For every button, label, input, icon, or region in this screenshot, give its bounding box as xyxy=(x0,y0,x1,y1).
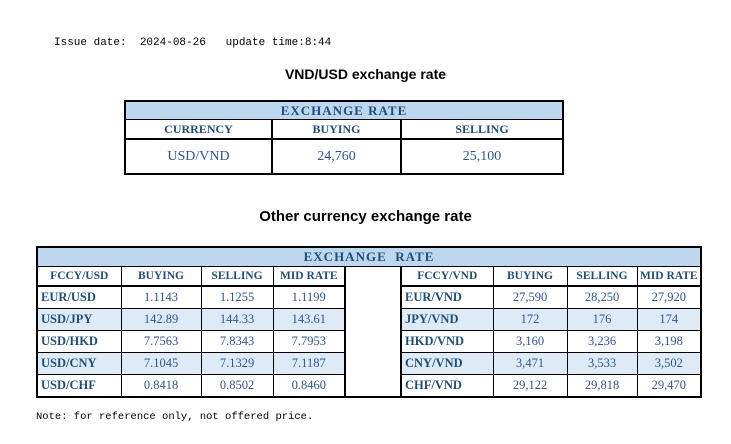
table-row: USD/VND 24,760 25,100 xyxy=(124,138,564,175)
buying-cell: 0.8418 xyxy=(120,374,202,398)
column-buying-right: BUYING xyxy=(492,266,568,287)
midrate-cell: 3,198 xyxy=(636,330,702,353)
pair-cell: USD/CHF xyxy=(36,374,122,398)
other-exchange-table: EXCHANGE RATE FCCY/USD BUYING SELLING MI… xyxy=(36,246,703,398)
separator-column xyxy=(344,266,402,397)
midrate-cell: 174 xyxy=(636,308,702,331)
table-row: USD/HKD 7.7563 7.8343 7.7953 HKD/VND 3,1… xyxy=(36,330,702,353)
table-row: EUR/USD 1.1143 1.1255 1.1199 EUR/VND 27,… xyxy=(36,285,702,309)
other-table-header: EXCHANGE RATE xyxy=(37,247,702,267)
buying-cell: 7.7563 xyxy=(120,330,202,353)
midrate-cell: 1.1199 xyxy=(272,285,346,309)
other-table-column-row: FCCY/USD BUYING SELLING MID RATE FCCY/VN… xyxy=(36,266,702,397)
buying-cell: 27,590 xyxy=(492,285,568,309)
usd-table-title: VND/USD exchange rate xyxy=(284,66,447,82)
column-midrate-right: MID RATE xyxy=(636,266,702,287)
selling-cell: 28,250 xyxy=(566,285,638,309)
midrate-cell: 7.1187 xyxy=(272,352,346,375)
buying-cell: 142.89 xyxy=(120,308,202,331)
midrate-cell: 27,920 xyxy=(636,285,702,309)
usd-table-column-row: CURRENCY BUYING SELLING xyxy=(124,119,564,140)
buying-cell: 3,471 xyxy=(492,352,568,375)
buying-cell: 24,760 xyxy=(271,138,402,175)
column-fccy-usd: FCCY/USD xyxy=(36,266,122,287)
column-fccy-vnd: FCCY/VND xyxy=(400,266,494,287)
pair-cell: EUR/VND xyxy=(400,285,494,309)
buying-cell: 1.1143 xyxy=(120,285,202,309)
buying-cell: 29,122 xyxy=(492,374,568,398)
other-table-title: Other currency exchange rate xyxy=(259,208,472,225)
pair-cell: CHF/VND xyxy=(400,374,494,398)
note-text: Note: for reference only, not offered pr… xyxy=(36,411,314,423)
pair-cell: CNY/VND xyxy=(400,352,494,375)
selling-cell: 144.33 xyxy=(200,308,274,331)
selling-cell: 3,533 xyxy=(566,352,638,375)
issue-date-line: Issue date: 2024-08-26 update time:8:44 xyxy=(54,37,332,49)
table-row: USD/CHF 0.8418 0.8502 0.8460 CHF/VND 29,… xyxy=(36,374,702,398)
selling-cell: 1.1255 xyxy=(200,285,274,309)
usd-table-header: EXCHANGE RATE xyxy=(125,101,563,120)
column-selling: SELLING xyxy=(400,119,564,140)
pair-cell: USD/HKD xyxy=(36,330,122,353)
column-midrate-left: MID RATE xyxy=(272,266,346,287)
table-row: USD/CNY 7.1045 7.1329 7.1187 CNY/VND 3,4… xyxy=(36,352,702,375)
midrate-cell: 3,502 xyxy=(636,352,702,375)
column-currency: CURRENCY xyxy=(124,119,273,140)
column-selling-left: SELLING xyxy=(200,266,274,287)
midrate-cell: 0.8460 xyxy=(272,374,346,398)
selling-cell: 7.8343 xyxy=(200,330,274,353)
selling-cell: 7.1329 xyxy=(200,352,274,375)
usd-exchange-table: EXCHANGE RATE CURRENCY BUYING SELLING US… xyxy=(124,100,564,175)
usd-table-header-row: EXCHANGE RATE xyxy=(125,101,563,120)
selling-cell: 29,818 xyxy=(566,374,638,398)
pair-cell: USD/CNY xyxy=(36,352,122,375)
midrate-cell: 29,470 xyxy=(636,374,702,398)
column-selling-right: SELLING xyxy=(566,266,638,287)
midrate-cell: 7.7953 xyxy=(272,330,346,353)
column-buying: BUYING xyxy=(271,119,402,140)
buying-cell: 3,160 xyxy=(492,330,568,353)
column-buying-left: BUYING xyxy=(120,266,202,287)
other-table-header-row: EXCHANGE RATE xyxy=(37,247,702,267)
pair-cell: JPY/VND xyxy=(400,308,494,331)
midrate-cell: 143.61 xyxy=(272,308,346,331)
selling-cell: 176 xyxy=(566,308,638,331)
selling-cell: 3,236 xyxy=(566,330,638,353)
buying-cell: 172 xyxy=(492,308,568,331)
selling-cell: 25,100 xyxy=(400,138,564,175)
pair-cell: USD/JPY xyxy=(36,308,122,331)
pair-cell: HKD/VND xyxy=(400,330,494,353)
buying-cell: 7.1045 xyxy=(120,352,202,375)
pair-cell: EUR/USD xyxy=(36,285,122,309)
currency-pair-cell: USD/VND xyxy=(124,138,273,175)
selling-cell: 0.8502 xyxy=(200,374,274,398)
table-row: USD/JPY 142.89 144.33 143.61 JPY/VND 172… xyxy=(36,308,702,331)
